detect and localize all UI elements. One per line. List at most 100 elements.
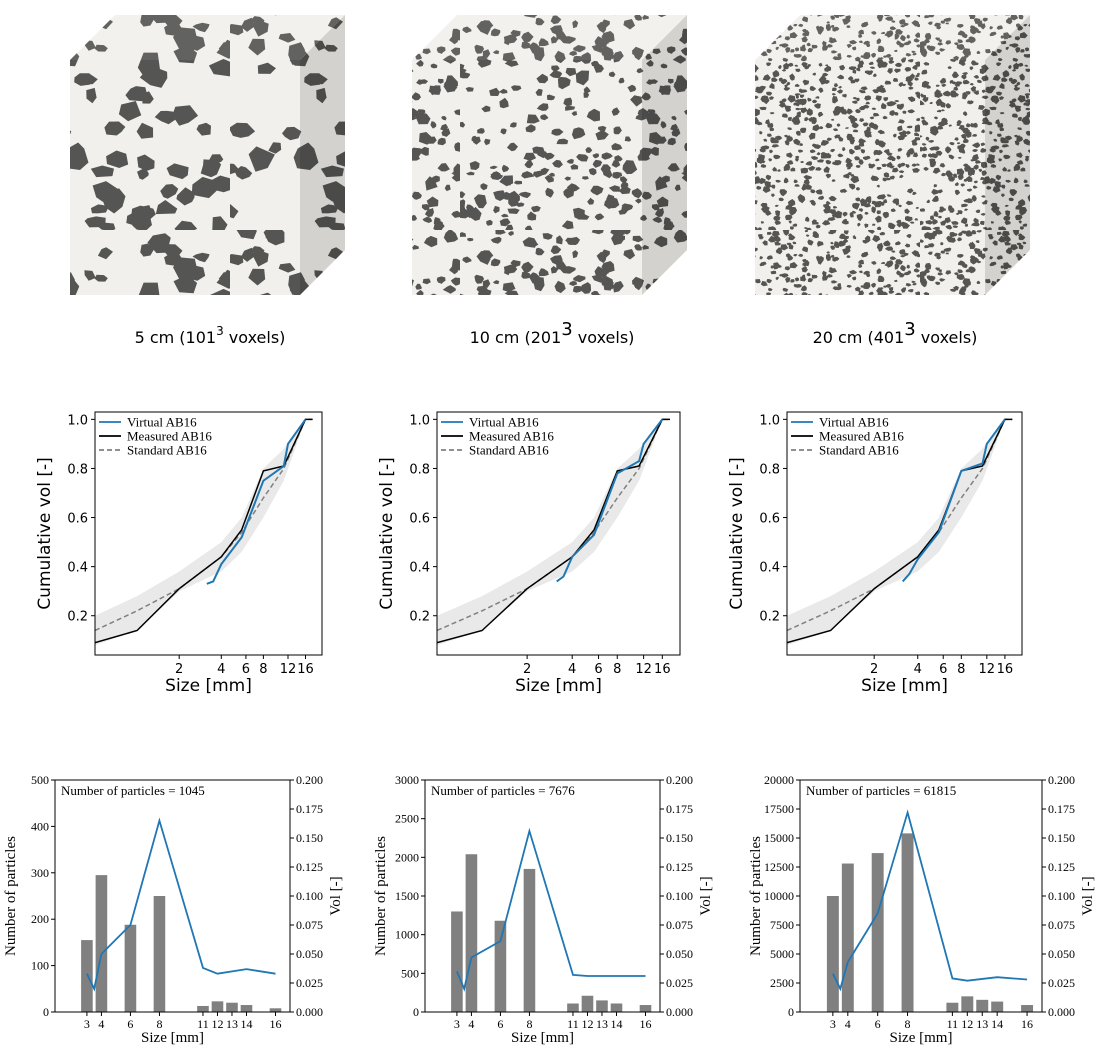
bar <box>946 1002 959 1012</box>
x-axis-label: Size [mm] <box>141 1030 204 1046</box>
chart: 0 500 1000 1500 2000 2500 3000 0.000 0.025 0.050 0… <box>373 773 714 1046</box>
chart: 0.2 0.4 0.6 0.8 1.0 2 4 6 8 12 16 Size [mm] Cumulati… <box>35 411 323 696</box>
y2-tick-label: 0.200 <box>666 773 693 787</box>
y2-tick-label: 0.000 <box>666 1005 693 1019</box>
plot-frame <box>786 411 1023 656</box>
x-tick-label: 4 <box>845 1017 851 1031</box>
bar <box>961 996 974 1012</box>
y-tick-label: 0.4 <box>759 561 780 576</box>
x-tick-label: 6 <box>594 662 602 677</box>
cube-image <box>412 15 687 295</box>
y-tick-label: 0.6 <box>759 512 780 527</box>
x-tick-label: 8 <box>526 1017 532 1031</box>
bar <box>596 1000 608 1012</box>
y-tick-label: 0.2 <box>759 610 780 625</box>
y2-tick-label: 0.200 <box>1048 773 1075 787</box>
y2-tick-label: 0.050 <box>1048 947 1075 961</box>
x-tick-label: 13 <box>226 1017 238 1031</box>
x-tick-label: 12 <box>211 1017 223 1031</box>
x-tick-label: 16 <box>269 1017 281 1031</box>
data-line <box>437 418 670 644</box>
x-tick-label: 12 <box>961 1017 973 1031</box>
y-tick-label: 7500 <box>770 918 794 932</box>
x-tick-label: 11 <box>567 1017 579 1031</box>
cube-side-shade <box>985 15 1030 295</box>
y-tick-label: 0.8 <box>67 462 88 477</box>
y-tick-label: 0.8 <box>409 462 430 477</box>
y-tick-label: 0.2 <box>409 610 430 625</box>
y-tick-label: 400 <box>31 819 49 833</box>
x-axis-label: Size [mm] <box>890 1030 953 1046</box>
x-tick-label: 8 <box>957 662 965 677</box>
caption-superscript: 3 <box>216 324 224 338</box>
y-tick-label: 1.0 <box>759 413 780 428</box>
y2-tick-label: 0.025 <box>296 976 323 990</box>
y-axis-label: Cumulative vol [-] <box>377 457 397 609</box>
data-line <box>901 418 1006 583</box>
annotation: Number of particles = 1045 <box>61 783 205 798</box>
y-tick-label: 1000 <box>395 928 419 942</box>
plot-area <box>95 418 313 646</box>
bar <box>901 833 914 1012</box>
y2-tick-label: 0.075 <box>666 918 693 932</box>
x-tick-label: 12 <box>635 662 652 677</box>
cube-side <box>300 15 345 295</box>
bar <box>465 854 478 1012</box>
cube-front <box>412 60 642 295</box>
caption-text: 10 cm (201 <box>470 328 562 347</box>
x-tick-label: 2 <box>523 662 531 677</box>
x-tick-label: 4 <box>568 662 576 677</box>
cube-top <box>755 15 1030 60</box>
x-tick-label: 12 <box>581 1017 593 1031</box>
bar <box>81 940 93 1012</box>
caption: 10 cm (2013 voxels) <box>470 319 635 347</box>
x-tick-label: 4 <box>468 1017 474 1031</box>
x-tick-label: 13 <box>976 1017 988 1031</box>
y2-tick-label: 0.175 <box>296 802 323 816</box>
x-tick-label: 4 <box>217 662 225 677</box>
y-tick-label: 1.0 <box>67 413 88 428</box>
y2-tick-label: 0.000 <box>296 1005 323 1019</box>
y2-tick-label: 0.125 <box>666 860 693 874</box>
caption-text: voxels) <box>573 328 635 347</box>
x-axis-label: Size [mm] <box>861 676 948 696</box>
y-tick-label: 0 <box>413 1005 419 1019</box>
y-tick-label: 5000 <box>770 947 794 961</box>
chart: 0 100 200 300 400 500 0.000 0.025 0.050 0.075 0.10… <box>3 773 344 1046</box>
chart: 0 2500 5000 7500 10000 12500 15000 17500 20000 0.… <box>748 773 1096 1046</box>
legend-label: Measured AB16 <box>819 429 904 444</box>
y-tick-label: 0.4 <box>67 561 88 576</box>
x-tick-label: 14 <box>610 1017 622 1031</box>
x-tick-label: 6 <box>939 662 947 677</box>
x-tick-label: 6 <box>127 1017 133 1031</box>
y-tick-label: 0 <box>788 1005 794 1019</box>
x-tick-label: 11 <box>947 1017 959 1031</box>
y-tick-label: 500 <box>401 966 419 980</box>
plot-frame <box>94 411 323 656</box>
y-axis-label: Number of particles <box>373 836 389 956</box>
caption-text: voxels) <box>224 328 286 347</box>
bar <box>523 868 536 1012</box>
y2-tick-label: 0.025 <box>1048 976 1075 990</box>
cube-front <box>70 60 300 295</box>
x-tick-label: 8 <box>905 1017 911 1031</box>
y-tick-label: 12500 <box>764 860 794 874</box>
legend-label: Virtual AB16 <box>819 415 889 430</box>
y-tick-label: 17500 <box>764 802 794 816</box>
cube-top <box>70 15 345 60</box>
y-tick-label: 1500 <box>395 889 419 903</box>
bar <box>976 999 989 1012</box>
y2-axis-label: Vol [-] <box>1080 876 1096 915</box>
x-tick-label: 3 <box>84 1017 90 1031</box>
data-line <box>832 809 1028 992</box>
y-tick-label: 0 <box>43 1005 49 1019</box>
x-tick-label: 3 <box>454 1017 460 1031</box>
cube-front <box>755 60 985 295</box>
x-tick-label: 3 <box>830 1017 836 1031</box>
y2-tick-label: 0.100 <box>296 889 323 903</box>
x-tick-label: 16 <box>297 662 314 677</box>
